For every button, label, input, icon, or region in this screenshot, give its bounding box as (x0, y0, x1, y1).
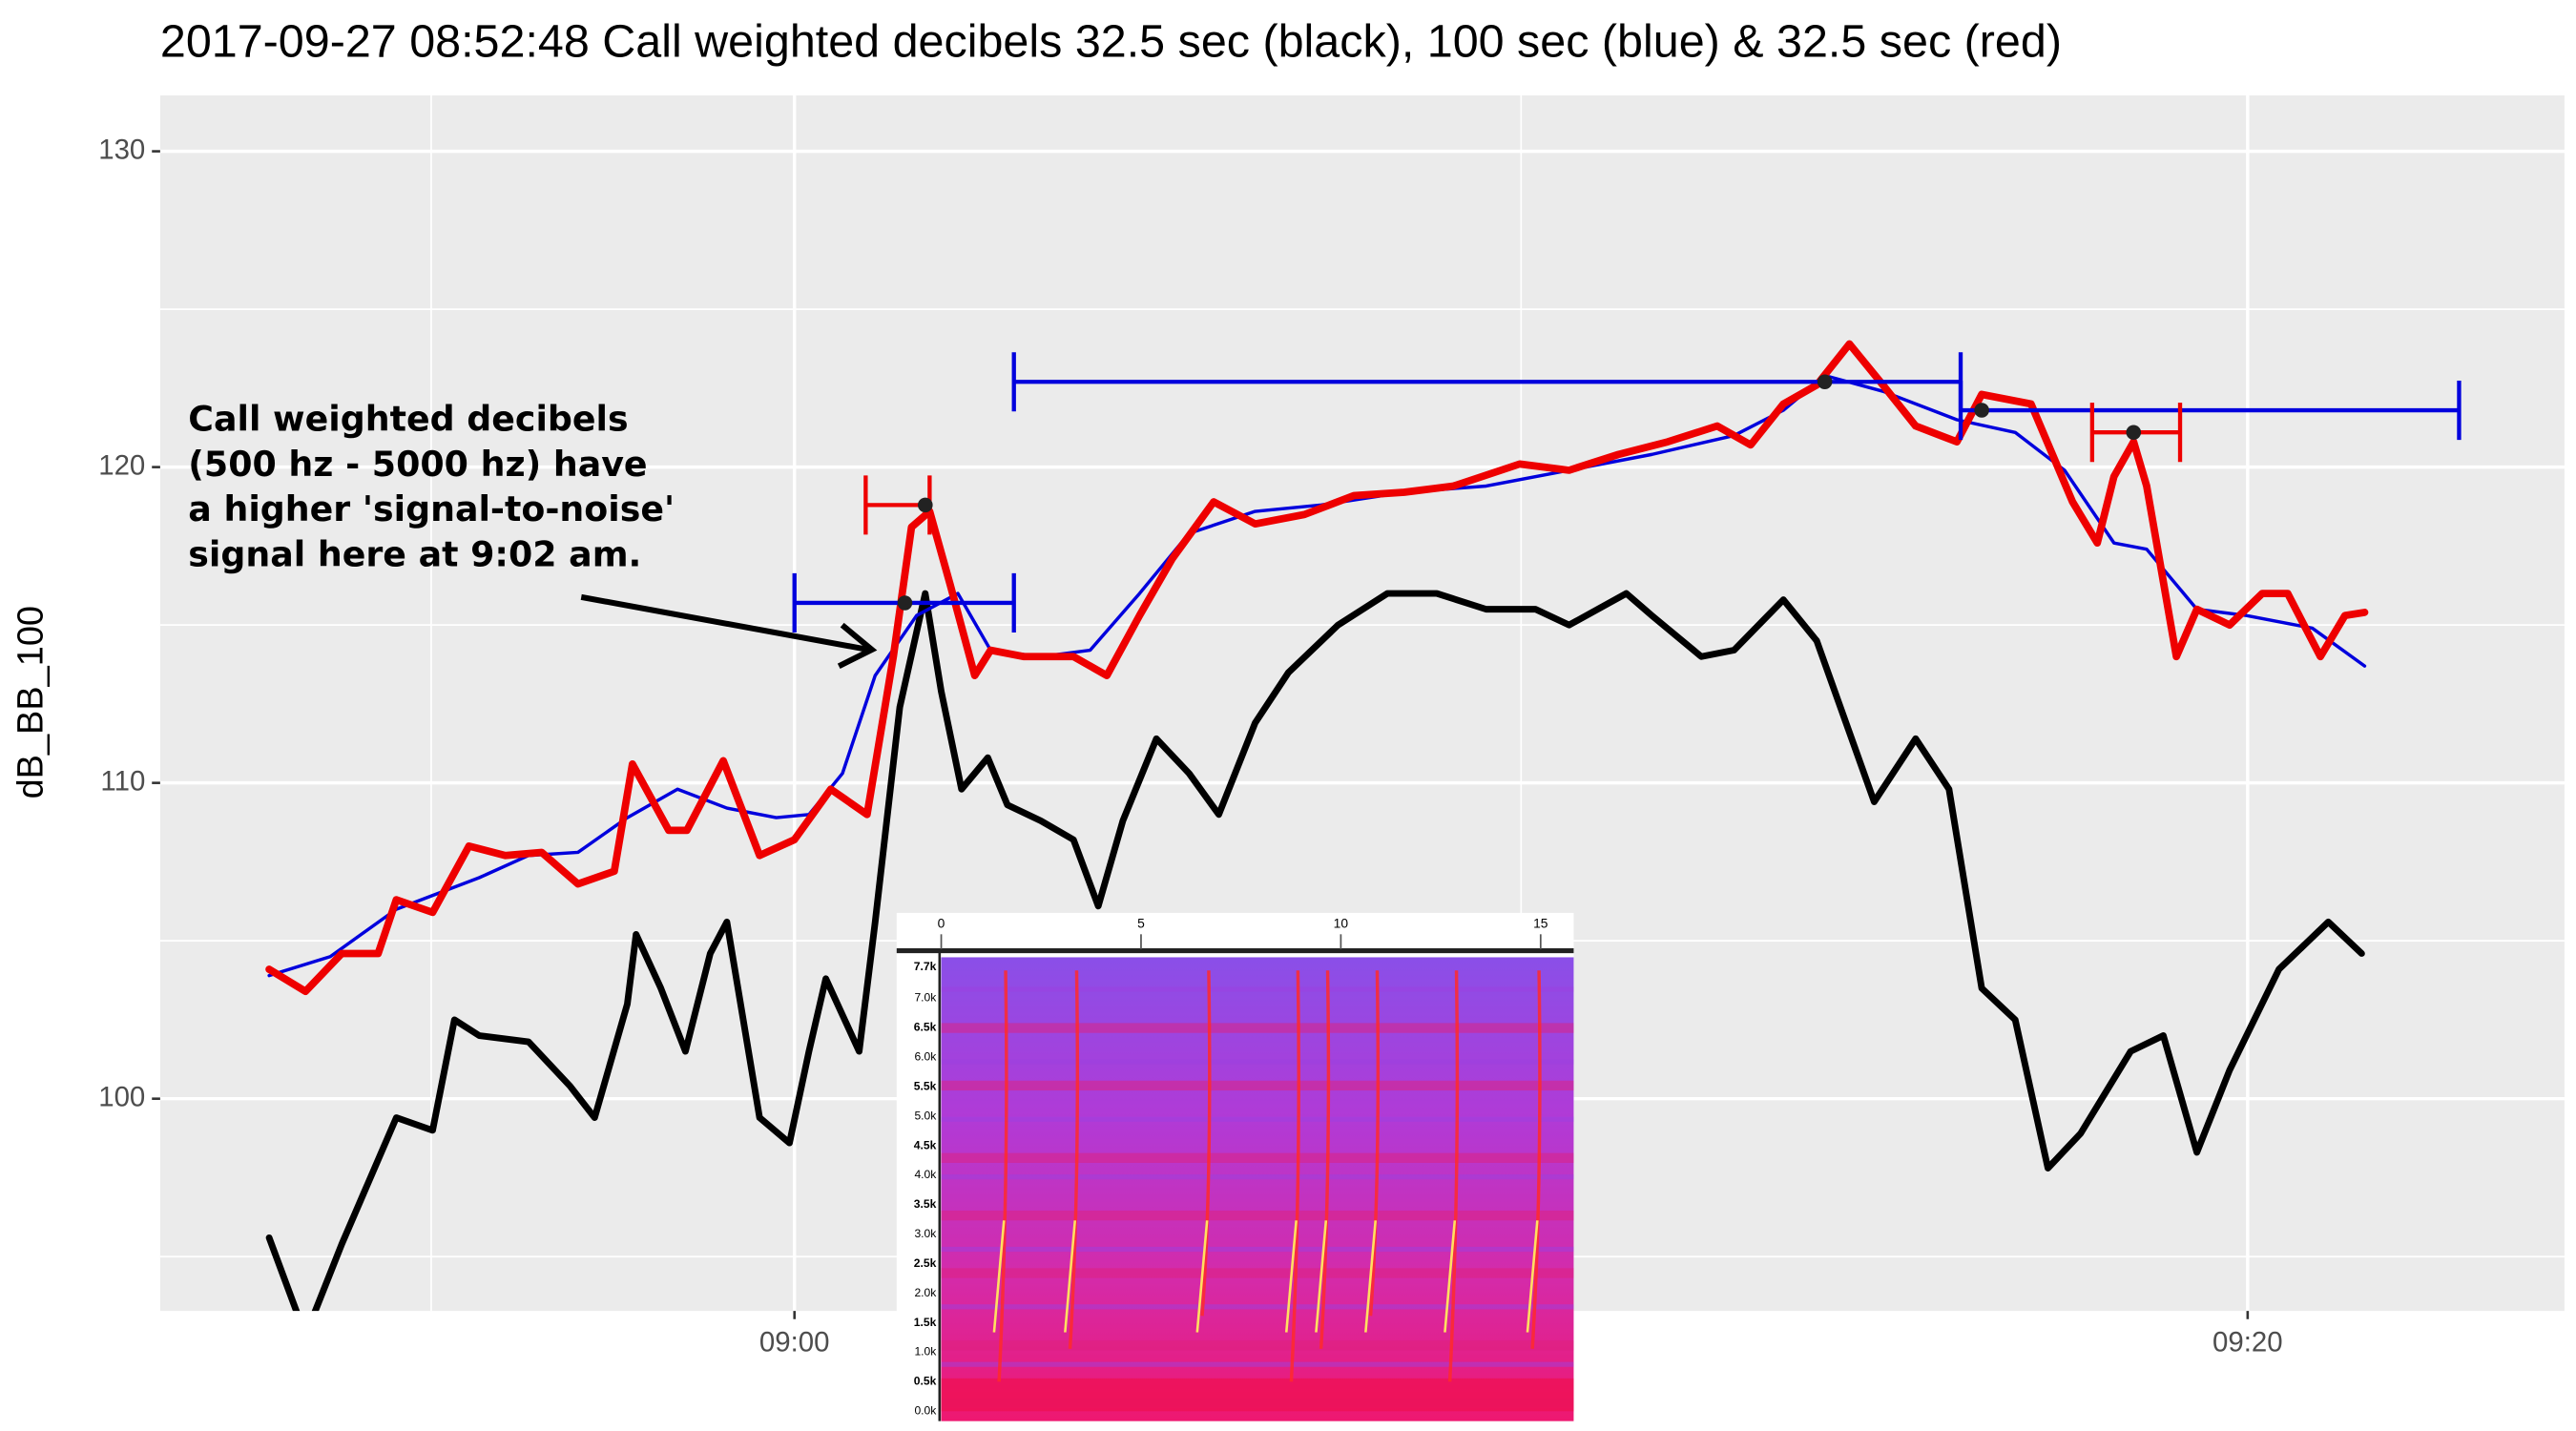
y-tick-label: 110 (100, 765, 145, 797)
inset-freq-label: 0.0k (914, 1404, 937, 1418)
annotation-text: signal here at 9:02 am. (188, 534, 641, 575)
inset-freq-label: 2.5k (914, 1256, 937, 1270)
chart-title: 2017-09-27 08:52:48 Call weighted decibe… (160, 15, 2062, 67)
inset-freq-label: 6.5k (914, 1021, 937, 1034)
spectrogram-streak (1068, 970, 1080, 1349)
inset-freq-label: 1.0k (914, 1345, 937, 1358)
inset-freq-label: 3.5k (914, 1197, 937, 1211)
inset-time-label: 5 (1137, 916, 1145, 931)
annotation-text: (500 hz - 5000 hz) have (188, 444, 647, 485)
arrow-head (837, 622, 878, 669)
y-tick-label: 100 (98, 1081, 145, 1112)
spectrogram-streak (1195, 1220, 1209, 1333)
series-line (265, 340, 2369, 996)
spectrogram-band (941, 1340, 1574, 1351)
annotation-text: Call weighted decibels (188, 398, 628, 439)
error-bar-point (1974, 403, 1989, 418)
spectrogram-band (941, 1080, 1574, 1091)
error-bar-point (2126, 425, 2142, 440)
spectrogram-band (941, 1059, 1574, 1065)
inset-freq-label: 5.0k (914, 1109, 937, 1122)
spectrogram-streak (1064, 1220, 1077, 1333)
inset-freq-label: 2.0k (914, 1286, 937, 1299)
spectrogram-band (941, 1246, 1574, 1253)
inset-freq-label: 7.7k (914, 960, 937, 973)
spectrogram-band (941, 1304, 1574, 1310)
spectrogram-band (941, 1023, 1574, 1033)
error-bar-point (897, 595, 913, 611)
x-tick-label: 09:20 (2212, 1326, 2283, 1358)
inset-time-label: 0 (938, 916, 945, 931)
error-bar-point (918, 497, 933, 513)
y-tick-label: 130 (98, 134, 145, 165)
inset-freq-label: 4.5k (914, 1138, 937, 1151)
inset-freq-label: 4.0k (914, 1168, 937, 1181)
spectrogram-streak (1319, 970, 1331, 1349)
spectrogram-band (941, 1378, 1574, 1412)
spectrogram-streak (1526, 1220, 1539, 1333)
inset-freq-label: 0.5k (914, 1375, 937, 1388)
spectrogram-band (941, 1361, 1574, 1367)
spectrogram-streak (1444, 1220, 1457, 1333)
inset-time-label: 15 (1533, 916, 1548, 931)
spectrogram-streak (1200, 970, 1212, 1317)
inset-freq-label: 5.5k (914, 1079, 937, 1092)
spectrogram-streak (1364, 1220, 1378, 1333)
x-tick-label: 09:00 (759, 1326, 830, 1358)
spectrogram-band (941, 1268, 1574, 1278)
spectrogram-band (941, 1116, 1574, 1122)
annotation-arrow (580, 593, 869, 653)
inset-freq-label: 1.5k (914, 1316, 937, 1329)
spectrogram-streak (1368, 970, 1381, 1317)
error-bar-point (1817, 374, 1833, 390)
y-axis-label: dB_BB_100 (11, 606, 52, 798)
spectrogram-band (941, 1210, 1574, 1221)
spectrogram-streak (992, 1220, 1006, 1333)
series-line (265, 590, 2365, 1312)
spectrogram-band (941, 986, 1574, 992)
spectrogram-inset: 0 5 10 15 7.7k 7.0k 6.5k 6.0k 5.5k 5.0k 4.5k 4.0k 3.… (896, 912, 1574, 1423)
spectrogram-streak (1289, 970, 1300, 1382)
annotation-text: a higher 'signal-to-noise' (188, 488, 675, 529)
spectrogram-band (941, 1174, 1574, 1180)
spectrogram-streak (1315, 1220, 1328, 1333)
spectrogram-streak (1530, 970, 1542, 1349)
inset-freq-label: 7.0k (914, 991, 937, 1005)
spectrogram-streak (997, 970, 1008, 1382)
spectrogram-band (941, 1152, 1574, 1163)
spectrogram-streak (1284, 1220, 1298, 1333)
spectrogram-streak (1447, 970, 1460, 1382)
inset-time-label: 10 (1334, 916, 1349, 931)
inset-freq-label: 6.0k (914, 1050, 937, 1064)
y-tick-label: 120 (98, 449, 145, 481)
inset-freq-label: 3.0k (914, 1227, 937, 1240)
